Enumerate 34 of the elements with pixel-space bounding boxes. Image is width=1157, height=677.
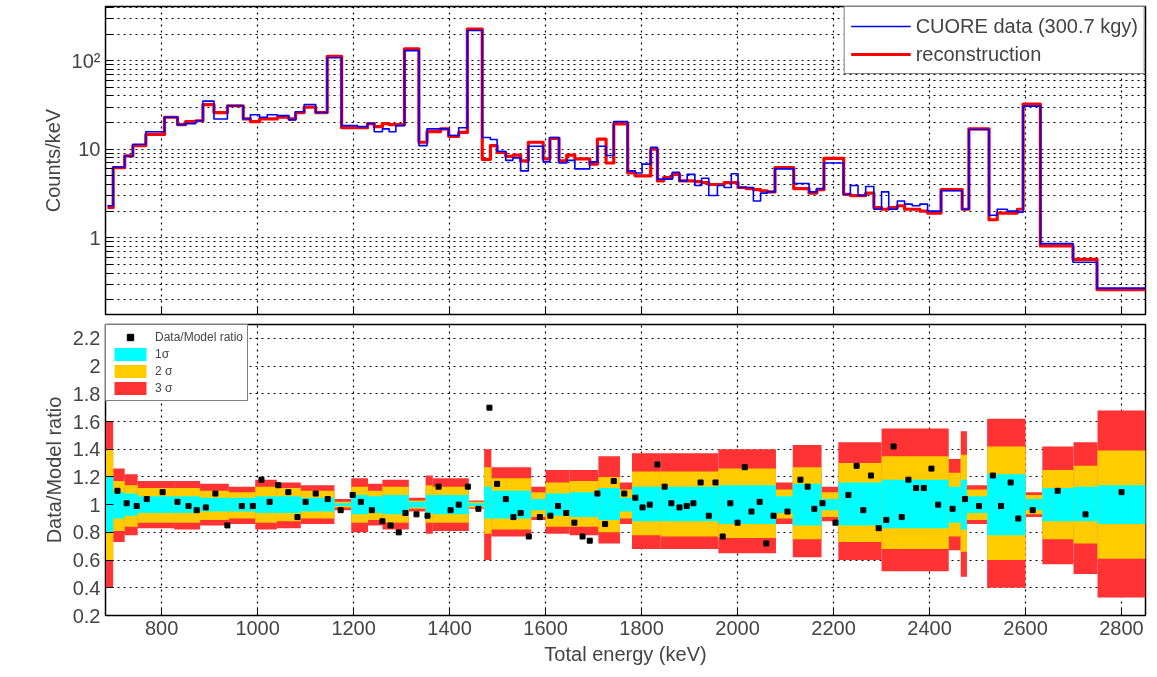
y-tick-label: 1: [89, 493, 101, 516]
y-tick-label: 0.2: [72, 604, 101, 627]
x-tick-label: 1400: [427, 616, 472, 639]
y-tick-label: 2: [89, 355, 101, 378]
y-tick-label: 1: [89, 226, 101, 249]
y-tick-label: 0.8: [72, 521, 101, 544]
x-axis-title: Total energy (keV): [544, 642, 707, 665]
x-tick-label: 1600: [523, 616, 568, 639]
y-tick-label: 1.2: [72, 465, 101, 488]
y-tick-label: 1.8: [72, 382, 101, 405]
x-tick-label: 1200: [331, 616, 376, 639]
y-tick-label: 10: [78, 138, 101, 161]
x-tick-label: 800: [144, 616, 179, 639]
y-tick-label: 10²: [71, 49, 101, 72]
legend-label: 2 σ: [155, 363, 174, 379]
y-tick-label: 1.6: [72, 410, 101, 433]
y-axis-title: Data/Model ratio: [42, 396, 65, 544]
y-tick-label: 0.4: [72, 576, 101, 599]
legend-label: 1σ: [155, 346, 171, 362]
legend-label: 3 σ: [155, 380, 174, 396]
y-axis-title: Counts/keV: [41, 108, 64, 213]
y-tick-label: 1.4: [72, 438, 101, 461]
legend-label: reconstruction: [915, 41, 1042, 67]
legend-label: Data/Model ratio: [155, 329, 244, 345]
x-tick-label: 1000: [235, 616, 280, 639]
x-tick-label: 2400: [907, 616, 952, 639]
x-tick-label: 2800: [1099, 616, 1144, 639]
legend-label: CUORE data (300.7 kgy): [915, 13, 1138, 39]
x-tick-label: 1800: [619, 616, 664, 639]
x-tick-label: 2600: [1003, 616, 1048, 639]
y-tick-label: 0.6: [72, 549, 101, 572]
y-tick-label: 2.2: [72, 327, 101, 350]
x-tick-label: 2000: [715, 616, 760, 639]
x-tick-label: 2200: [811, 616, 856, 639]
